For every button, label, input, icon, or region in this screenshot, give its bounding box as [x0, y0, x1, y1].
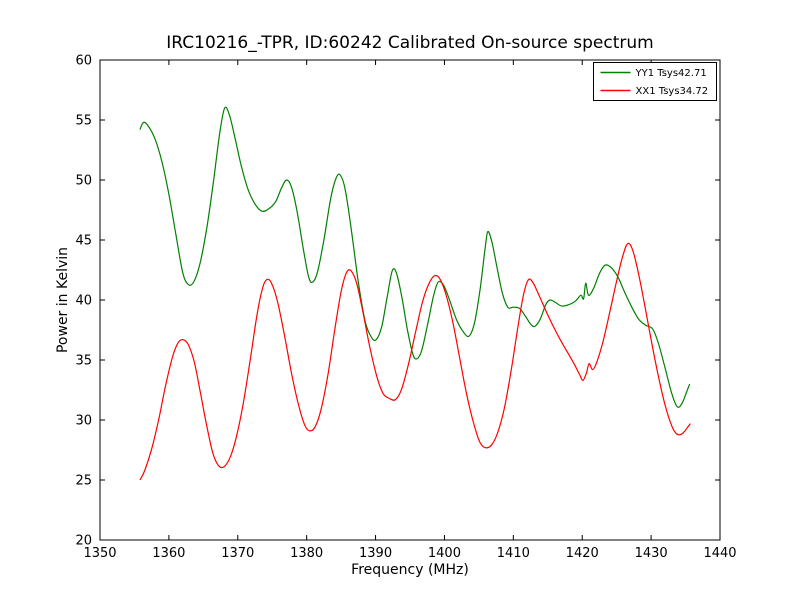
legend-item-label: YY1 Tsys42.71 — [635, 68, 707, 79]
y-tick-label: 40 — [75, 294, 92, 309]
y-tick-label: 60 — [75, 54, 92, 69]
y-axis-ticks: 20 25 30 35 40 45 50 55 60 — [75, 54, 720, 549]
y-tick-label: 20 — [75, 534, 92, 549]
x-tick-label: 1350 — [83, 546, 116, 561]
y-axis-label: Power in Kelvin — [55, 246, 71, 354]
y-tick-label: 50 — [75, 174, 92, 189]
y-tick-label: 55 — [75, 114, 92, 129]
chart-title: IRC10216_-TPR, ID:60242 Calibrated On-so… — [166, 33, 654, 53]
y-tick-label: 30 — [75, 414, 92, 429]
legend: YY1 Tsys42.71 XX1 Tsys34.72 — [593, 62, 717, 101]
x-tick-label: 1400 — [428, 546, 461, 561]
series-line-1 — [139, 242, 691, 481]
x-tick-label: 1430 — [635, 546, 668, 561]
x-tick-label: 1390 — [359, 546, 392, 561]
legend-item-label: XX1 Tsys34.72 — [636, 86, 709, 97]
y-tick-label: 35 — [75, 354, 92, 369]
x-tick-label: 1360 — [152, 546, 185, 561]
x-tick-label: 1380 — [290, 546, 323, 561]
x-tick-label: 1440 — [703, 546, 736, 561]
x-tick-label: 1420 — [566, 546, 599, 561]
x-axis-ticks: 1350 1360 1370 1380 1390 1400 1410 1420 1430 1440 — [83, 60, 737, 561]
x-tick-label: 1410 — [497, 546, 530, 561]
y-tick-label: 45 — [75, 234, 92, 249]
y-tick-label: 25 — [75, 474, 92, 489]
x-tick-label: 1370 — [221, 546, 254, 561]
series-line-0 — [139, 106, 691, 408]
axes-frame — [99, 59, 721, 541]
legend-box — [593, 62, 717, 101]
x-axis-label: Frequency (MHz) — [351, 562, 469, 578]
